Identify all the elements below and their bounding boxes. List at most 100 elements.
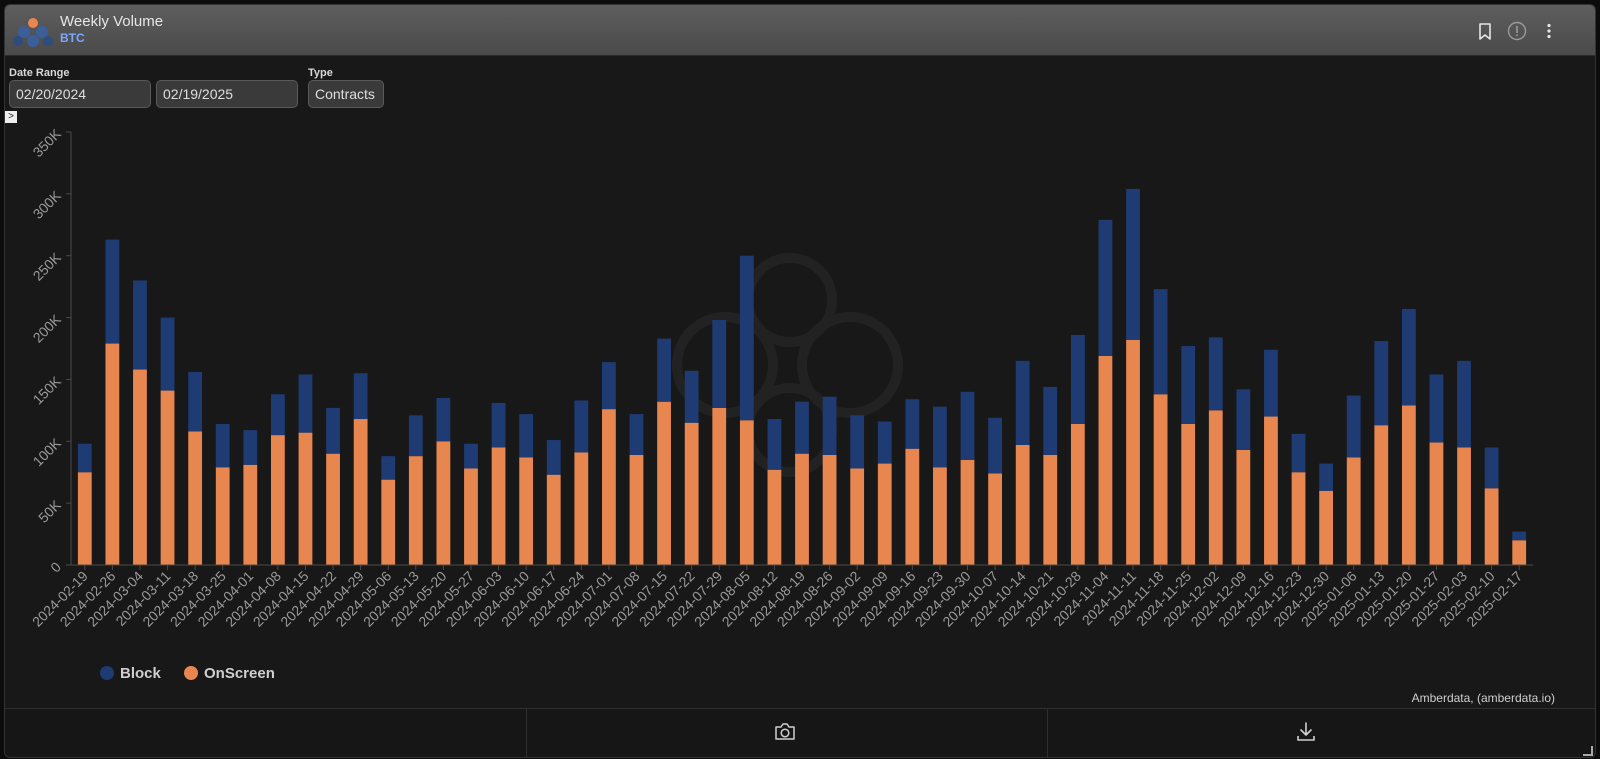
bar-block[interactable] (381, 456, 396, 480)
bar-block[interactable] (877, 421, 892, 464)
bar-block[interactable] (298, 374, 313, 433)
legend-item-block[interactable]: Block (100, 665, 161, 682)
bar-block[interactable] (1457, 360, 1471, 448)
bar-block[interactable] (1236, 389, 1251, 450)
bar-onscreen[interactable] (1208, 410, 1223, 565)
bar-onscreen[interactable] (1264, 416, 1278, 565)
bar-onscreen[interactable] (602, 409, 616, 565)
bar-block[interactable] (353, 373, 368, 420)
bar-onscreen[interactable] (408, 456, 423, 565)
bar-onscreen[interactable] (933, 467, 947, 565)
bar-onscreen[interactable] (105, 343, 120, 565)
bar-block[interactable] (822, 396, 837, 455)
bar-block[interactable] (408, 415, 423, 457)
bar-onscreen[interactable] (629, 454, 644, 565)
bar-block[interactable] (1512, 531, 1527, 541)
start-date-input[interactable]: 02/20/2024 (9, 80, 151, 108)
bar-block[interactable] (464, 443, 478, 469)
bar-block[interactable] (546, 440, 561, 475)
bar-onscreen[interactable] (326, 453, 340, 565)
bar-block[interactable] (1070, 334, 1085, 424)
bar-onscreen[interactable] (739, 420, 754, 565)
bar-onscreen[interactable] (519, 457, 534, 565)
bar-block[interactable] (1429, 374, 1444, 443)
bar-block[interactable] (1484, 447, 1499, 489)
bar-onscreen[interactable] (133, 369, 147, 565)
bar-onscreen[interactable] (1319, 490, 1334, 565)
bar-block[interactable] (77, 443, 92, 473)
bar-onscreen[interactable] (684, 422, 699, 565)
bar-onscreen[interactable] (491, 447, 506, 565)
bar-block[interactable] (326, 407, 340, 454)
bookmark-icon[interactable] (1475, 21, 1495, 41)
bar-onscreen[interactable] (1401, 405, 1416, 565)
bar-block[interactable] (1015, 360, 1030, 445)
bar-onscreen[interactable] (77, 472, 92, 565)
bar-onscreen[interactable] (1015, 444, 1030, 565)
bar-onscreen[interactable] (546, 474, 561, 565)
bar-block[interactable] (1291, 433, 1306, 473)
bar-onscreen[interactable] (1457, 447, 1471, 565)
end-date-input[interactable]: 02/19/2025 (156, 80, 298, 108)
bar-block[interactable] (1126, 188, 1140, 340)
bar-block[interactable] (105, 239, 120, 344)
bar-block[interactable] (215, 423, 230, 468)
bar-block[interactable] (602, 362, 616, 410)
bar-block[interactable] (574, 400, 589, 453)
bar-onscreen[interactable] (988, 473, 1002, 565)
bar-block[interactable] (519, 414, 534, 458)
bar-onscreen[interactable] (188, 431, 203, 565)
bar-block[interactable] (629, 414, 644, 455)
bar-onscreen[interactable] (960, 459, 975, 565)
bar-block[interactable] (684, 370, 699, 423)
bar-onscreen[interactable] (270, 435, 285, 565)
bar-onscreen[interactable] (215, 467, 230, 565)
bar-block[interactable] (188, 372, 203, 432)
bar-block[interactable] (1153, 289, 1168, 395)
bar-block[interactable] (850, 415, 865, 469)
bar-block[interactable] (160, 317, 175, 391)
bar-onscreen[interactable] (1153, 394, 1168, 565)
bar-onscreen[interactable] (1512, 540, 1527, 565)
legend-item-onscreen[interactable]: OnScreen (184, 665, 275, 682)
bar-block[interactable] (270, 394, 285, 436)
bar-onscreen[interactable] (850, 468, 865, 565)
bar-onscreen[interactable] (574, 452, 589, 565)
bar-onscreen[interactable] (1374, 425, 1389, 565)
bar-onscreen[interactable] (1291, 472, 1306, 565)
bar-onscreen[interactable] (905, 448, 920, 565)
bar-block[interactable] (657, 338, 671, 402)
bar-block[interactable] (739, 255, 754, 421)
info-icon[interactable] (1507, 21, 1527, 41)
bar-block[interactable] (767, 419, 782, 470)
bar-block[interactable] (436, 397, 451, 442)
bar-block[interactable] (933, 406, 947, 468)
bar-block[interactable] (1264, 349, 1278, 417)
bar-block[interactable] (1208, 337, 1223, 411)
download-icon[interactable] (1293, 719, 1319, 745)
bar-onscreen[interactable] (298, 432, 313, 565)
bar-block[interactable] (795, 401, 809, 454)
bar-onscreen[interactable] (464, 468, 478, 565)
bar-onscreen[interactable] (1126, 339, 1140, 565)
bar-onscreen[interactable] (381, 479, 396, 565)
bar-onscreen[interactable] (1236, 449, 1251, 565)
resize-handle[interactable] (1583, 746, 1593, 756)
bar-block[interactable] (491, 402, 506, 448)
bar-block[interactable] (1043, 386, 1058, 455)
bar-onscreen[interactable] (1181, 423, 1196, 565)
bar-onscreen[interactable] (712, 407, 727, 565)
bar-onscreen[interactable] (353, 419, 368, 565)
bar-onscreen[interactable] (1098, 355, 1113, 565)
bar-onscreen[interactable] (795, 453, 809, 565)
bar-block[interactable] (1401, 308, 1416, 406)
bar-block[interactable] (712, 320, 727, 408)
more-vertical-icon[interactable] (1539, 21, 1559, 41)
bar-onscreen[interactable] (1429, 442, 1444, 565)
bar-onscreen[interactable] (1070, 423, 1085, 565)
type-select[interactable]: Contracts (308, 80, 384, 108)
bar-block[interactable] (1098, 219, 1113, 356)
bar-onscreen[interactable] (877, 463, 892, 565)
bar-onscreen[interactable] (1346, 457, 1361, 565)
bar-block[interactable] (1319, 463, 1334, 491)
